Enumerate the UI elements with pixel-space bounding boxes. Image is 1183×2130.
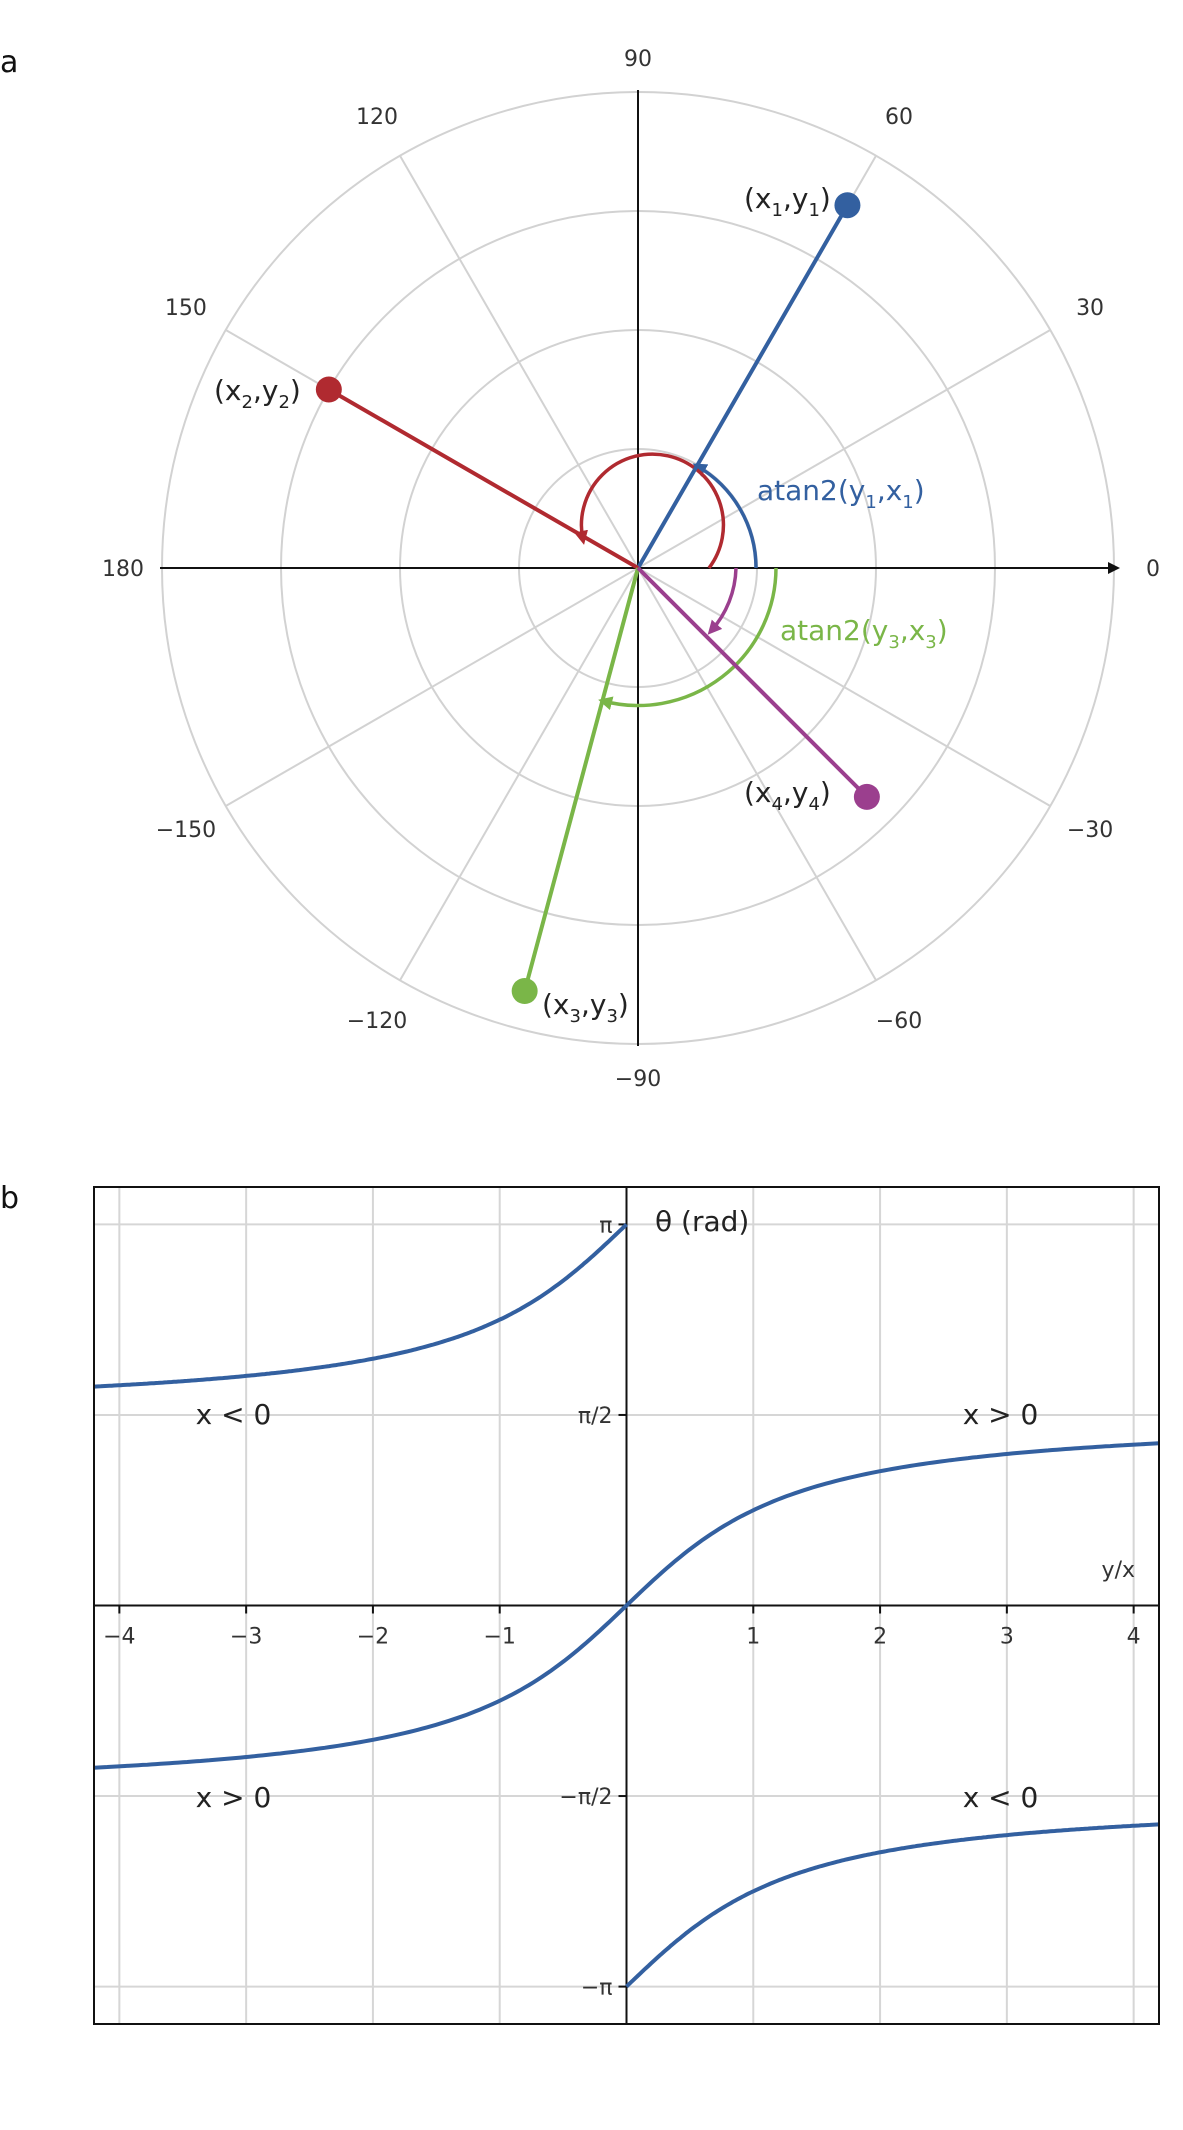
region-annotation: x < 0 <box>196 1398 272 1431</box>
arc-atan2-2 <box>574 452 726 570</box>
angle-tick-label: 0 <box>1146 557 1160 582</box>
label-point-3: (x3,y3) <box>542 988 629 1027</box>
angle-tick-label: −90 <box>615 1067 661 1092</box>
label-point-1: (x1,y1) <box>744 182 831 221</box>
arc-atan2-1 <box>692 463 758 569</box>
y-tick-label: π <box>599 1213 612 1238</box>
chart-xlabel: y/x <box>1102 1558 1135 1583</box>
region-annotation: x > 0 <box>963 1398 1039 1431</box>
angle-tick-label: 30 <box>1076 296 1104 321</box>
x-tick-label: −3 <box>230 1625 262 1650</box>
x-tick-label: −4 <box>103 1625 135 1650</box>
chart-annotations: x < 0 x > 0 x > 0 x < 0 <box>196 1398 1039 1814</box>
series-line-1 <box>93 1441 1160 1770</box>
panel-b-label: b <box>0 1181 19 1216</box>
x-tick-label: 4 <box>1127 1625 1141 1650</box>
vector-p3 <box>522 567 640 992</box>
angle-tick-label: 180 <box>102 557 144 582</box>
vector-p4 <box>636 566 869 799</box>
vector-p1 <box>636 204 850 569</box>
point-marker-p4 <box>853 783 880 810</box>
angle-tick-label: −60 <box>876 1009 922 1034</box>
x-tick-label: −2 <box>357 1625 389 1650</box>
point-marker-p1 <box>834 192 861 219</box>
label-point-2: (x2,y2) <box>214 374 301 413</box>
angle-tick-label: 120 <box>356 105 398 130</box>
region-annotation: x < 0 <box>963 1781 1039 1814</box>
panel-a-polar-diagram: a 0 30 60 90 120 150 180 −150 −120 −90 −60 −30 (x1,… <box>0 45 1160 1092</box>
label-atan2-3: atan2(y3,x3) <box>780 614 948 653</box>
label-atan2-1: atan2(y1,x1) <box>757 474 925 513</box>
angle-tick-label: 90 <box>624 47 652 72</box>
arc-atan2-4 <box>707 567 738 635</box>
chart-ylabel: θ (rad) <box>655 1205 749 1238</box>
chart-series <box>93 1222 1160 1989</box>
polar-grid-spoke <box>399 567 639 981</box>
y-tick-label: π/2 <box>578 1404 613 1429</box>
angle-tick-label: −150 <box>156 818 216 843</box>
point-marker-p3 <box>511 977 538 1004</box>
polar-grid-spoke <box>399 155 639 569</box>
x-tick-label: −1 <box>483 1625 515 1650</box>
angle-tick-label: 60 <box>885 105 913 130</box>
vectors <box>315 192 880 1004</box>
x-tick-label: 1 <box>746 1625 760 1650</box>
polar-grid-spoke <box>637 567 1051 807</box>
label-point-4: (x4,y4) <box>744 776 831 815</box>
series-line-3 <box>625 1822 1160 1989</box>
chart-frame <box>93 1186 1160 2025</box>
angle-tick-labels: 0 30 60 90 120 150 180 −150 −120 −90 −60 −30 <box>102 47 1160 1092</box>
y-tick-label: −π <box>581 1976 613 2001</box>
panel-a-label: a <box>0 45 18 80</box>
polar-grid-spoke <box>637 567 877 981</box>
polar-grid-spoke <box>225 567 639 807</box>
vector-p2 <box>327 387 639 570</box>
angle-tick-label: −30 <box>1067 818 1113 843</box>
series-line-2 <box>93 1222 628 1389</box>
point-marker-p2 <box>315 376 342 403</box>
polar-grid-spoke <box>637 329 1051 569</box>
x-tick-label: 3 <box>1000 1625 1014 1650</box>
x-tick-label: 2 <box>873 1625 887 1650</box>
angle-tick-label: 150 <box>165 296 207 321</box>
arc-atan2-3 <box>598 567 778 711</box>
panel-b-atan-chart: b −4 −3 −2 −1 1 2 3 4 π π/2 −π/2 −π x < 0 x > 0 x > 0… <box>0 1181 1160 2025</box>
chart-tick-labels: −4 −3 −2 −1 1 2 3 4 π π/2 −π/2 −π <box>103 1213 1141 2000</box>
angle-tick-label: −120 <box>347 1009 407 1034</box>
y-tick-label: −π/2 <box>559 1785 612 1810</box>
region-annotation: x > 0 <box>196 1781 272 1814</box>
